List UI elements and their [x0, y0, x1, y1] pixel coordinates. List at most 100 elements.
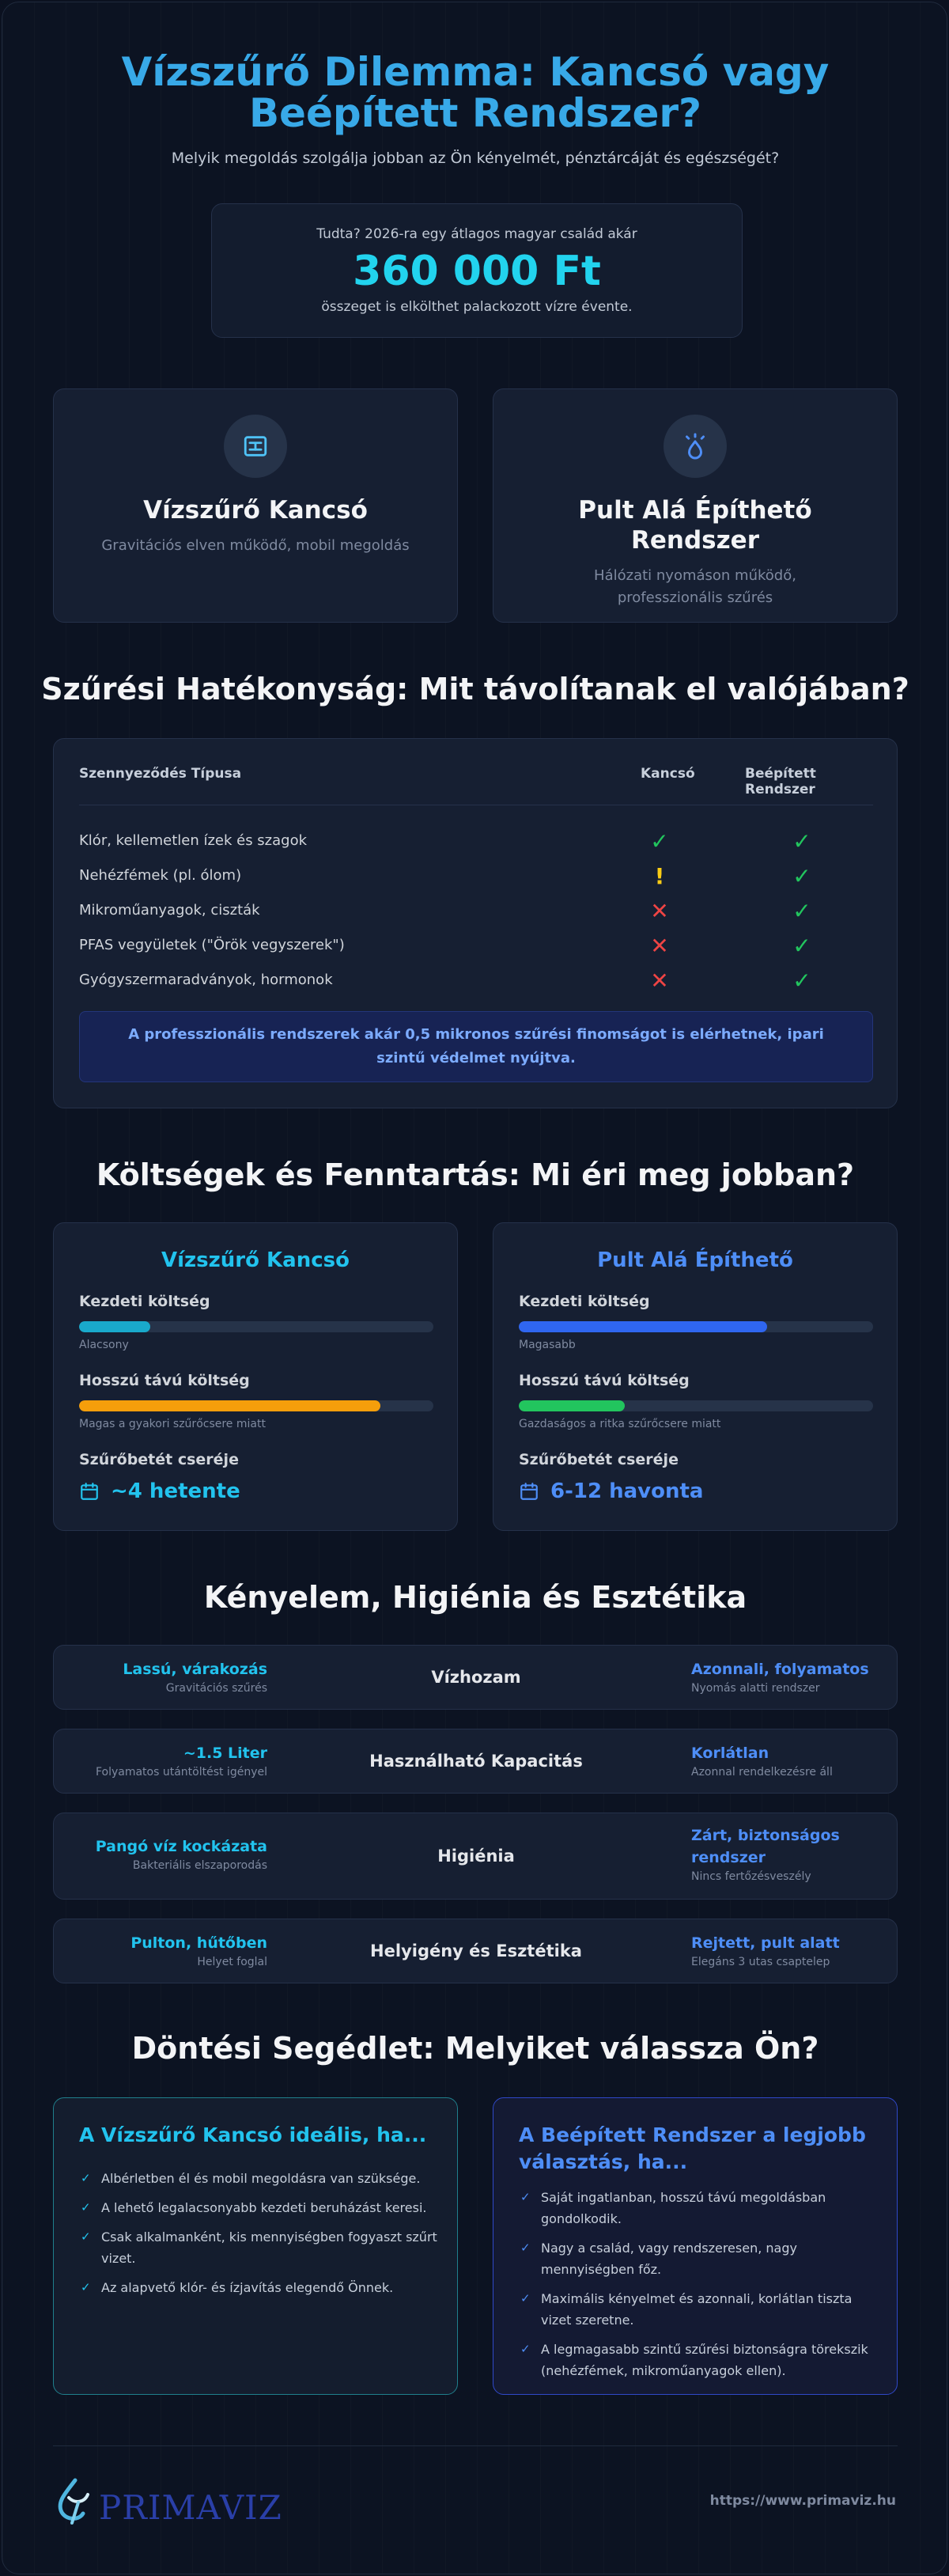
- list-item-text: Nagy a család, vagy rendszeresen, nagy m…: [541, 2241, 797, 2277]
- cost-card-title: Vízszűrő Kancsó: [161, 1248, 350, 1272]
- longterm-cost-label: Hosszú távú költség: [79, 1372, 250, 1389]
- row-label: Gyógyszermaradványok, hormonok: [79, 972, 333, 988]
- list-item: ✓ Az alapvető klór- és ízjavítás elegendő…: [79, 2277, 440, 2298]
- costs-section-title: Költségek és Fenntartás: Mi éri meg jobb…: [96, 1157, 855, 1192]
- product-title: Pult Alá Építhető Rendszer: [578, 496, 812, 555]
- fact-pre-text: Tudta? 2026-ra egy átlagos magyar család…: [316, 226, 637, 242]
- decision-card-system: A Beépített Rendszer a legjobb választás…: [493, 2097, 898, 2395]
- table-row: Nehézfémek (pl. ólom) ! ✓: [79, 861, 873, 892]
- faucet-drop-icon: [664, 415, 727, 478]
- table-header: Szennyeződés Típusa Kancsó Beépített Ren…: [79, 766, 873, 805]
- check-icon: ✓: [792, 828, 811, 854]
- check-icon: ✓: [792, 863, 811, 889]
- primaviz-logo[interactable]: PRIMAVIZ: [51, 2474, 282, 2529]
- longterm-cost-bar: [519, 1400, 873, 1411]
- check-icon: ✓: [81, 2200, 91, 2214]
- logo-text: PRIMAVIZ: [99, 2488, 282, 2527]
- comparison-row: Pangó víz kockázata Bakteriális elszaporo…: [53, 1813, 898, 1900]
- list-item-text: A lehető legalacsonyabb kezdeti beruházá…: [101, 2200, 427, 2215]
- product-desc: Gravitációs elven működő, mobil megoldás: [101, 537, 410, 554]
- left-value: ~1.5 Liter: [183, 1744, 267, 1762]
- decision-list: ✓ Saját ingatlanban, hosszú távú megoldás…: [519, 2187, 879, 2389]
- replace-value-text: ~4 hetente: [111, 1479, 240, 1503]
- list-item-text: Saját ingatlanban, hosszú távú megoldásb…: [541, 2190, 826, 2226]
- initial-cost-bar: [519, 1321, 873, 1332]
- decision-card-title: A Beépített Rendszer a legjobb választás…: [519, 2123, 866, 2173]
- replace-label: Szűrőbetét cseréje: [519, 1451, 679, 1468]
- check-icon: ✓: [81, 2171, 91, 2185]
- fact-box: Tudta? 2026-ra egy átlagos magyar család…: [211, 203, 743, 338]
- replace-label: Szűrőbetét cseréje: [79, 1451, 239, 1468]
- cost-card-pitcher: Vízszűrő Kancsó Kezdeti költség Alacsony…: [53, 1222, 458, 1531]
- warning-icon: !: [654, 863, 665, 889]
- initial-cost-bar-fill: [79, 1321, 150, 1332]
- right-sub: Elegáns 3 utas csaptelep: [691, 1956, 830, 1968]
- product-desc: Hálózati nyomáson működő, professzionáli…: [594, 567, 796, 606]
- cross-icon: ✕: [650, 968, 669, 994]
- row-category: Vízhozam: [431, 1668, 521, 1687]
- table-row: Klór, kellemetlen ízek és szagok ✓ ✓: [79, 826, 873, 858]
- check-icon: ✓: [81, 2280, 91, 2294]
- page-title: Vízszűrő Dilemma: Kancsó vagy Beépített …: [2, 51, 947, 134]
- filtration-note: A professzionális rendszerek akár 0,5 mi…: [79, 1011, 873, 1082]
- right-value: Korlátlan: [691, 1744, 769, 1762]
- footer-divider: [53, 2445, 898, 2446]
- check-icon: ✓: [520, 2342, 531, 2356]
- row-label: Klór, kellemetlen ízek és szagok: [79, 832, 308, 849]
- table-row: Gyógyszermaradványok, hormonok ✕ ✓: [79, 965, 873, 997]
- longterm-cost-bar: [79, 1400, 433, 1411]
- row-category: Használható Kapacitás: [369, 1752, 583, 1771]
- check-icon: ✓: [520, 2241, 531, 2255]
- check-icon: ✓: [81, 2229, 91, 2244]
- initial-cost-label: Kezdeti költség: [519, 1293, 650, 1310]
- right-value: Zárt, biztonságos rendszer: [691, 1827, 840, 1866]
- left-sub: Gravitációs szűrés: [165, 1682, 267, 1695]
- page-title-line-1: Vízszűrő Dilemma: Kancsó vagy: [121, 49, 830, 95]
- fact-post-text: összeget is elkölthet palackozott vízre …: [321, 299, 633, 315]
- list-item: ✓ Maximális kényelmet és azonnali, korlát…: [519, 2288, 879, 2331]
- website-link[interactable]: https://www.primaviz.hu: [709, 2493, 896, 2509]
- row-label: PFAS vegyületek ("Örök vegyszerek"): [79, 937, 345, 953]
- table-row: Mikroműanyagok, ciszták ✕ ✓: [79, 896, 873, 927]
- product-card-pitcher: Vízszűrő Kancsó Gravitációs elven működő…: [53, 388, 458, 623]
- row-category: Helyigény és Esztétika: [370, 1941, 582, 1960]
- decision-list: ✓ Albérletben él és mobil megoldásra van …: [79, 2168, 440, 2306]
- cross-icon: ✕: [650, 898, 669, 924]
- cross-icon: ✕: [650, 933, 669, 959]
- cost-card-system: Pult Alá Építhető Kezdeti költség Magasa…: [493, 1222, 898, 1531]
- water-drop-logo-icon: [58, 2478, 89, 2525]
- list-item-text: A legmagasabb szintű szűrési biztonságra…: [541, 2342, 868, 2378]
- left-value: Lassú, várakozás: [123, 1661, 267, 1678]
- filtration-section-title: Szűrési Hatékonyság: Mit távolítanak el …: [41, 672, 909, 707]
- left-value: Pulton, hűtőben: [130, 1934, 267, 1952]
- list-item: ✓ Nagy a család, vagy rendszeresen, nagy …: [519, 2237, 879, 2280]
- check-icon: ✓: [792, 968, 811, 994]
- page-subtitle: Melyik megoldás szolgálja jobban az Ön k…: [171, 150, 780, 167]
- list-item-text: Az alapvető klór- és ízjavítás elegendő …: [101, 2280, 394, 2295]
- check-icon: ✓: [792, 898, 811, 924]
- list-item: ✓ Csak alkalmanként, kis mennyiségben fog…: [79, 2226, 440, 2269]
- list-item-text: Maximális kényelmet és azonnali, korlátl…: [541, 2291, 853, 2328]
- right-value: Rejtett, pult alatt: [691, 1934, 840, 1952]
- filtration-table: Szennyeződés Típusa Kancsó Beépített Ren…: [53, 738, 898, 1108]
- longterm-cost-label: Hosszú távú költség: [519, 1372, 690, 1389]
- table-row: PFAS vegyületek ("Örök vegyszerek") ✕ ✓: [79, 930, 873, 962]
- product-title: Vízszűrő Kancsó: [143, 496, 368, 525]
- header-type: Szennyeződés Típusa: [79, 766, 242, 782]
- comparison-row: ~1.5 Liter Folyamatos utántöltést igényel…: [53, 1729, 898, 1794]
- replace-value-text: 6-12 havonta: [550, 1479, 704, 1503]
- right-sub: Azonnal rendelkezésre áll: [691, 1766, 833, 1779]
- longterm-cost-note: Gazdaságos a ritka szűrőcsere miatt: [519, 1418, 721, 1430]
- header-pitcher: Kancsó: [641, 766, 695, 782]
- left-value: Pangó víz kockázata: [95, 1838, 267, 1855]
- decision-card-title: A Vízszűrő Kancsó ideális, ha...: [79, 2123, 427, 2146]
- check-icon: ✓: [792, 933, 811, 959]
- initial-cost-note: Alacsony: [79, 1339, 129, 1351]
- fact-amount: 360 000 Ft: [353, 248, 601, 295]
- list-item: ✓ A lehető legalacsonyabb kezdeti beruház…: [79, 2197, 440, 2218]
- header-system: Beépített Rendszer: [745, 766, 816, 797]
- comfort-section-title: Kényelem, Higiénia és Esztétika: [203, 1580, 747, 1615]
- initial-cost-note: Magasabb: [519, 1339, 576, 1351]
- calendar-icon: [520, 1483, 538, 1500]
- left-sub: Folyamatos utántöltést igényel: [95, 1766, 267, 1779]
